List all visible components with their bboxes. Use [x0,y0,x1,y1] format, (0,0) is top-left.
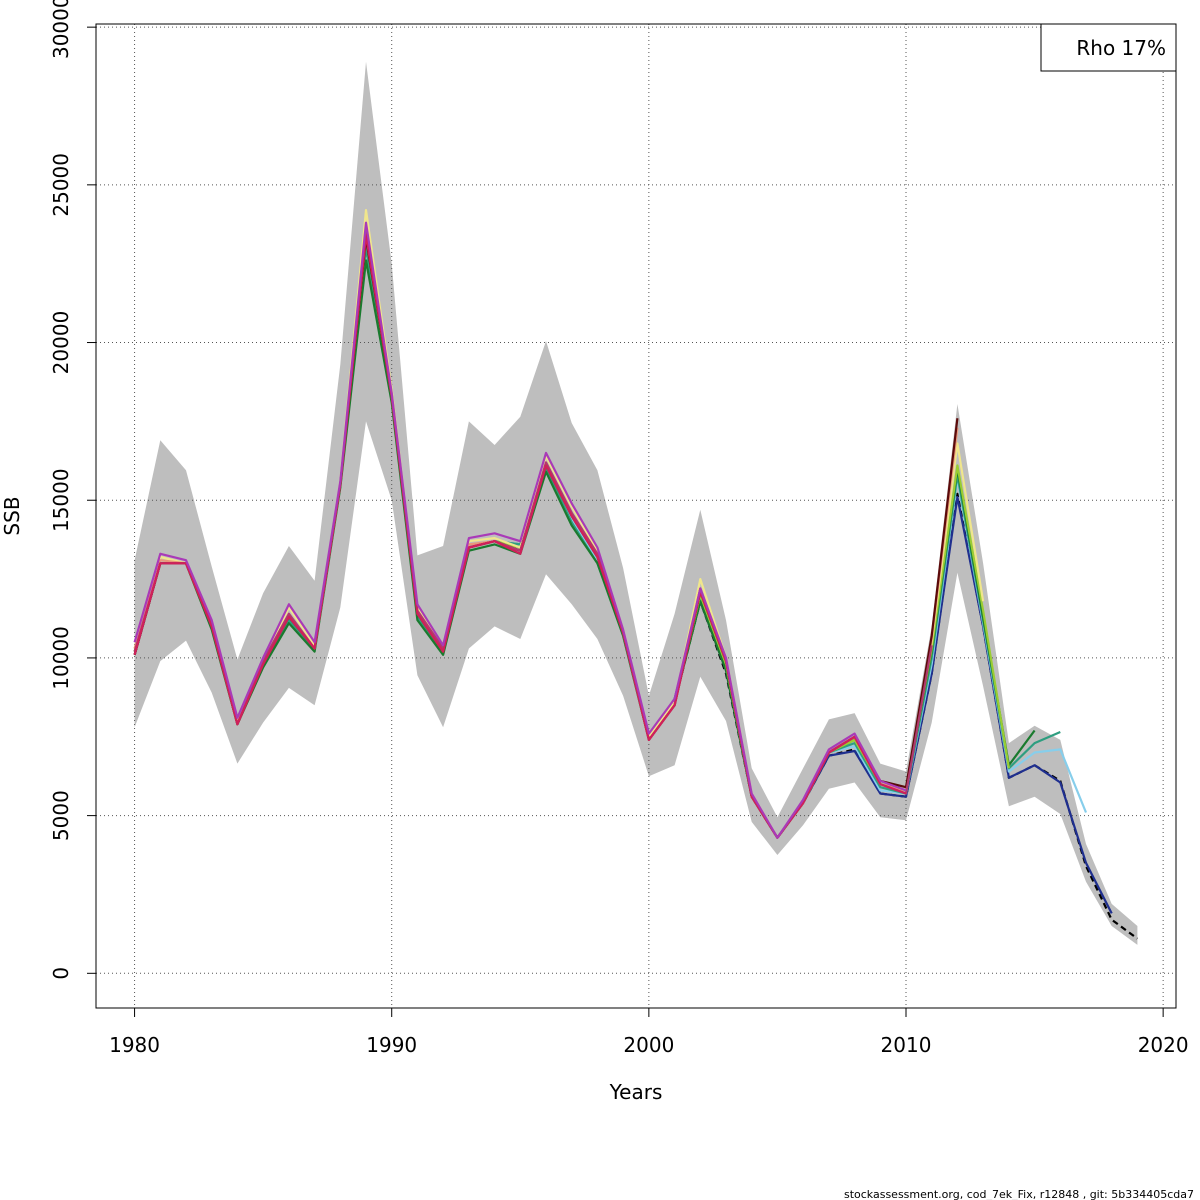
y-tick-label: 0 [49,967,73,980]
confidence-band-layer [134,61,1138,945]
legend-box [1040,23,1177,72]
x-tick-label: 2010 [881,1033,932,1057]
legend-text: Rho 17% [1076,36,1166,60]
y-axis: 0 5000 10000 15000 20000 25000 30000 [49,0,97,980]
y-tick-label: 5000 [49,790,73,841]
x-tick-label: 2000 [623,1033,674,1057]
y-tick-label: 15000 [49,468,73,532]
y-tick-label: 25000 [49,153,73,217]
x-tick-label: 1980 [109,1033,160,1057]
y-tick-label: 30000 [49,0,73,59]
confidence-band [134,61,1138,945]
x-tick-label: 1990 [366,1033,417,1057]
plot-frame [95,23,1177,1009]
footer-credit: stockassessment.org, cod_7ek_Fix, r12848… [844,1188,1194,1200]
x-axis-label: Years [609,1080,663,1104]
x-tick-label: 2020 [1138,1033,1189,1057]
y-tick-label: 20000 [49,311,73,375]
x-axis: 1980 1990 2000 2010 2020 [109,1007,1189,1057]
legend: Rho 17% [1040,23,1177,72]
y-tick-label: 10000 [49,626,73,690]
series-layer [133,209,1139,940]
grid-layer [96,24,1176,1008]
series-line-12 [133,221,907,839]
y-axis-label: SSB [0,496,24,535]
